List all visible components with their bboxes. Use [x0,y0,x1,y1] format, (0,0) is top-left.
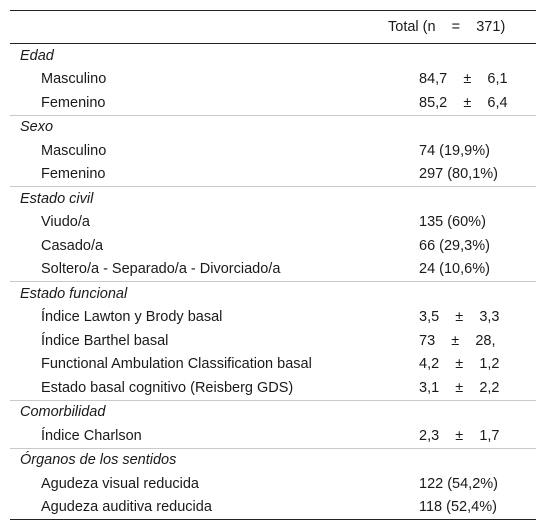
table-header-rule [10,43,536,44]
row-label: Índice Lawton y Brody basal [41,309,223,326]
table-row: Viudo/a 135 (60%) [10,211,536,235]
data-table: Total (n = 371) Edad Masculino 84,7 ± 6,1 F… [10,10,536,520]
row-value: 66 (29,3%) [419,237,490,254]
table-row: Functional Ambulation Classification bas… [10,353,536,377]
table-row: Masculino 84,7 ± 6,1 [10,68,536,92]
table-row: Índice Charlson 2,3 ± 1,7 [10,424,536,448]
table-body: Edad Masculino 84,7 ± 6,1 Femenino 85,2 ± 6,… [10,44,536,519]
row-value: 4,2 ± 1,2 [419,356,500,373]
section-separator [10,447,536,449]
row-label: Femenino [41,94,106,111]
row-value: 3,1 ± 2,2 [419,379,500,396]
section-separator [10,186,536,187]
section-title: Estado funcional [20,285,128,302]
row-label: Functional Ambulation Classification bas… [41,356,312,373]
table-row: Agudeza visual reducida 122 (54,2%) [10,472,536,496]
section-title: Sexo [20,119,54,136]
table-row: Estado basal cognitivo (Reisberg GDS) 3,1… [10,376,536,400]
row-value: 74 (19,9%) [419,142,490,159]
row-value: 135 (60%) [419,214,486,231]
section-header-row: Estado civil [10,187,536,211]
row-value: 73 ± 28, [419,332,496,349]
row-label: Soltero/a - Separado/a - Divorciado/a [41,261,281,278]
row-value: 84,7 ± 6,1 [419,71,508,88]
row-label: Agudeza auditiva reducida [41,499,212,516]
row-value: 24 (10,6%) [419,261,490,278]
row-label: Índice Barthel basal [41,332,169,349]
section-header-row: Órganos de los sentidos [10,449,536,473]
section-header-row: Comorbilidad [10,401,536,425]
table-header-row: Total (n = 371) [10,11,536,43]
section-header-row: Estado funcional [10,282,536,306]
table-row: Agudeza auditiva reducida 118 (52,4%) [10,496,536,520]
section-separator [10,281,536,282]
section-separator [10,114,536,116]
section-title: Edad [20,47,54,64]
row-value: 297 (80,1%) [419,166,498,183]
row-label: Viudo/a [41,214,90,231]
table-row: Índice Lawton y Brody basal 3,5 ± 3,3 [10,306,536,330]
table-top-rule [10,10,536,11]
table-row: Femenino 85,2 ± 6,4 [10,91,536,115]
section-title: Órganos de los sentidos [20,452,177,469]
section-title: Estado civil [20,190,94,207]
section-title: Comorbilidad [20,404,106,421]
table-row: Soltero/a - Separado/a - Divorciado/a 24 … [10,258,536,282]
row-label: Masculino [41,142,107,159]
section-header-row: Sexo [10,116,536,140]
row-label: Masculino [41,71,107,88]
row-value: 85,2 ± 6,4 [419,94,508,111]
row-value: 122 (54,2%) [419,475,498,492]
section-header-row: Edad [10,44,536,68]
row-value: 2,3 ± 1,7 [419,427,500,444]
row-label: Agudeza visual reducida [41,475,199,492]
header-total: Total (n = 371) [388,19,506,35]
table-bottom-rule [10,519,536,520]
table-row: Índice Barthel basal 73 ± 28, [10,329,536,353]
row-value: 3,5 ± 3,3 [419,309,500,326]
table-row: Masculino 74 (19,9%) [10,139,536,163]
row-value: 118 (52,4%) [419,499,497,516]
table-row: Casado/a 66 (29,3%) [10,234,536,258]
section-separator [10,399,536,401]
row-label: Estado basal cognitivo (Reisberg GDS) [41,379,294,396]
row-label: Femenino [41,166,106,183]
row-label: Índice Charlson [41,427,142,444]
table-row: Femenino 297 (80,1%) [10,163,536,187]
row-label: Casado/a [41,237,104,254]
